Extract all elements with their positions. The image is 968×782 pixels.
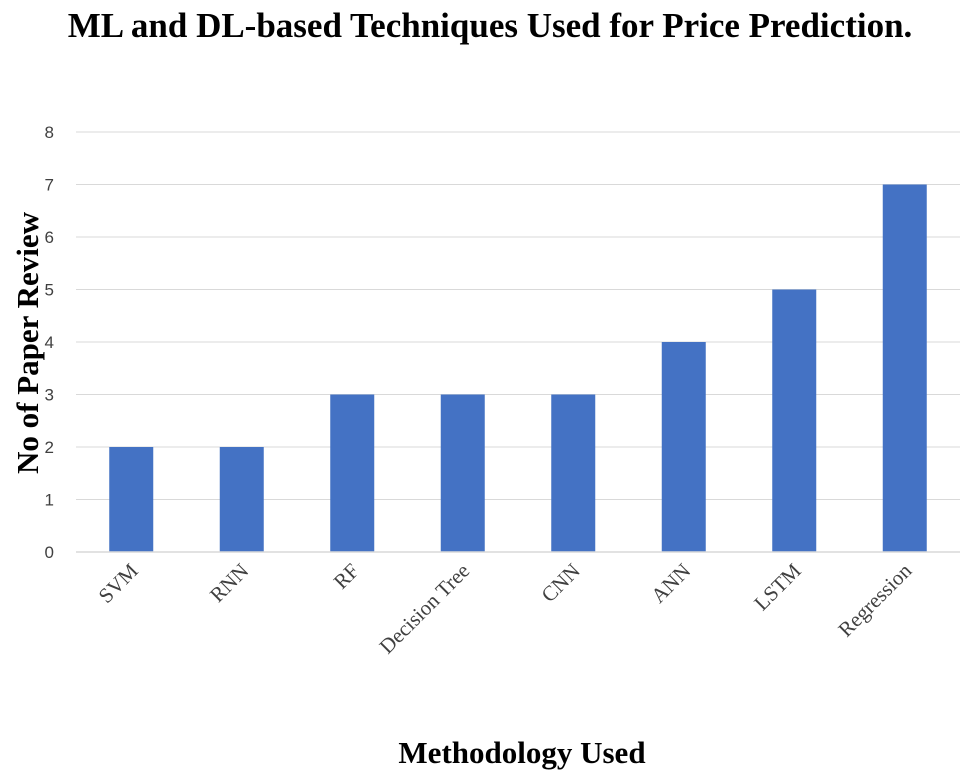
x-tick-label: LSTM: [749, 558, 806, 615]
x-tick-label: Decision Tree: [374, 559, 474, 659]
bar-lstm: [772, 289, 817, 552]
x-axis-title: Methodology Used: [398, 735, 646, 770]
y-tick-label: 2: [45, 438, 54, 457]
x-tick-label: CNN: [536, 559, 584, 607]
bar-rnn: [219, 447, 264, 552]
bar-svm: [109, 447, 154, 552]
x-tick-label: RNN: [205, 559, 253, 607]
x-tick-label: Regression: [833, 558, 916, 641]
y-tick-label: 6: [45, 228, 54, 247]
bar-ann: [661, 342, 706, 552]
chart-title: ML and DL-based Techniques Used for Pric…: [67, 6, 913, 45]
bar-regression: [882, 184, 927, 552]
x-tick-label: SVM: [94, 558, 143, 607]
x-tick-label: ANN: [646, 559, 695, 608]
y-tick-label: 7: [45, 176, 54, 195]
y-tick-label: 0: [45, 543, 54, 562]
bar-cnn: [551, 394, 596, 552]
y-tick-label: 8: [45, 123, 54, 142]
y-tick-label: 5: [45, 281, 54, 300]
y-tick-label: 4: [45, 333, 54, 352]
y-tick-label: 3: [45, 386, 54, 405]
y-tick-label: 1: [45, 491, 54, 510]
bar-rf: [330, 394, 375, 552]
x-tick-label: RF: [329, 559, 364, 594]
bar-decision-tree: [440, 394, 485, 552]
